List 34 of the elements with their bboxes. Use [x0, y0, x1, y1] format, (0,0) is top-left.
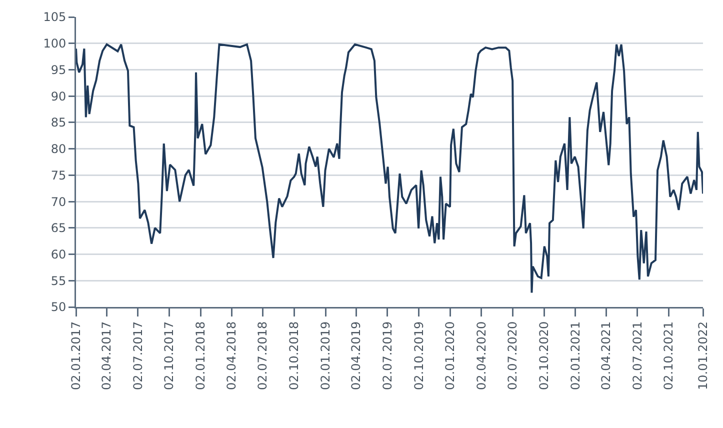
y-tick-label: 100 — [43, 36, 66, 51]
line-series — [76, 43, 703, 294]
x-tick-label: 02.10.2017 — [162, 321, 176, 390]
x-tick-label: 02.04.2019 — [349, 321, 364, 390]
x-tick-label: 02.01.2017 — [68, 321, 83, 390]
x-tick-label: 02.04.2017 — [100, 321, 114, 390]
y-tick-label: 75 — [50, 168, 66, 182]
y-tick-label: 65 — [50, 221, 66, 236]
x-tick-label: 02.07.2019 — [380, 321, 394, 390]
x-tick-label: 02.04.2021 — [599, 321, 614, 390]
x-tick-label: 02.10.2021 — [662, 321, 676, 390]
y-tick-label: 105 — [43, 10, 66, 24]
y-tick-label: 80 — [50, 142, 66, 156]
x-tick-label: 02.07.2017 — [130, 321, 145, 390]
x-tick-label: 02.10.2018 — [287, 321, 302, 390]
x-tick-label: 10.01.2022 — [696, 321, 710, 390]
y-tick-label: 50 — [50, 300, 66, 314]
y-tick-label: 70 — [50, 194, 66, 209]
y-tick-label: 90 — [50, 89, 66, 104]
x-tick-label: 02.10.2019 — [412, 321, 426, 390]
x-tick-label: 02.01.2020 — [443, 321, 458, 390]
x-tick-label: 02.07.2021 — [630, 321, 644, 390]
x-tick-label: 02.07.2018 — [256, 321, 270, 390]
x-tick-label: 02.04.2020 — [474, 321, 488, 390]
x-tick-label: 02.07.2020 — [505, 321, 520, 390]
x-tick-label: 02.10.2020 — [536, 321, 551, 390]
x-tick-label: 02.01.2018 — [194, 321, 208, 390]
x-tick-label: 02.04.2018 — [224, 321, 238, 390]
x-tick-label: 02.01.2021 — [568, 321, 582, 390]
x-tick-label: 02.01.2019 — [318, 321, 332, 390]
y-tick-label: 85 — [50, 116, 66, 130]
y-tick-label: 55 — [50, 274, 66, 288]
y-tick-label: 60 — [50, 247, 66, 262]
y-tick-label: 95 — [50, 62, 66, 77]
